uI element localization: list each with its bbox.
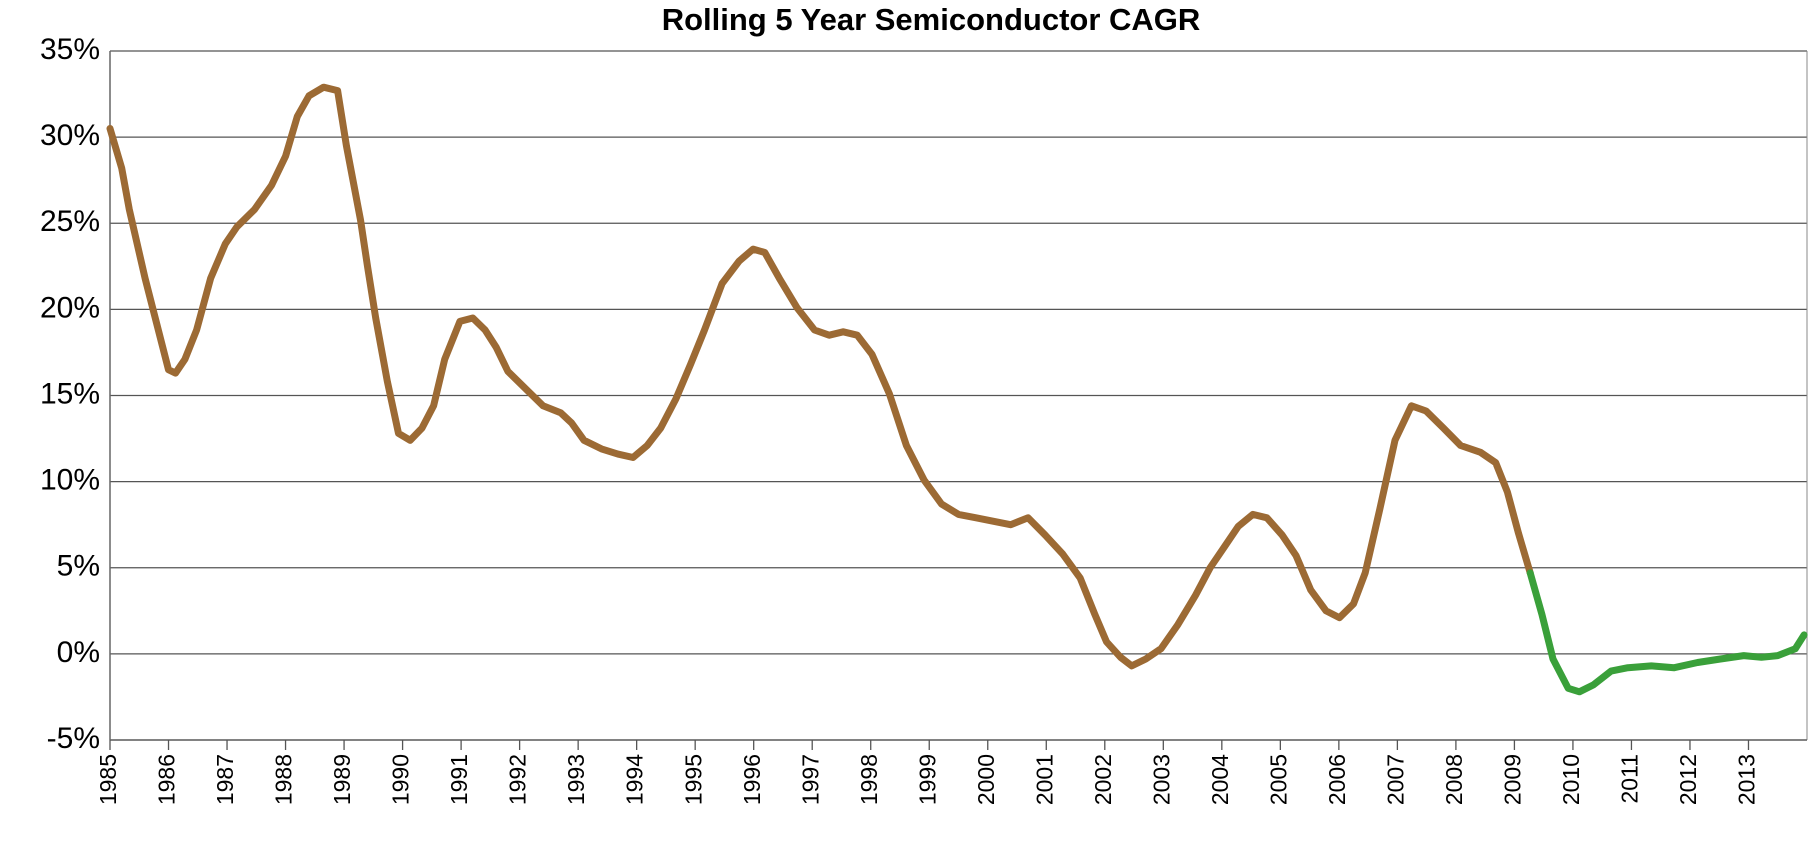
x-tick-label: 1994 — [622, 754, 648, 805]
x-tick-label: 1998 — [856, 754, 882, 805]
x-tick-label: 1993 — [563, 754, 589, 805]
y-tick-label: 0% — [57, 636, 100, 669]
x-tick-label: 2001 — [1031, 754, 1057, 805]
x-tick-label: 2006 — [1324, 754, 1350, 805]
data-line — [1526, 569, 1808, 696]
x-tick-label: 1991 — [446, 754, 472, 805]
x-tick-label: 2003 — [1148, 754, 1174, 805]
y-tick-label: 15% — [40, 377, 100, 410]
x-tick-label: 1988 — [271, 754, 297, 805]
x-tick-label: 2010 — [1558, 754, 1584, 805]
y-tick-label: 20% — [40, 291, 100, 324]
x-tick-label: 2002 — [1090, 754, 1116, 805]
x-tick-label: 1995 — [680, 754, 706, 805]
y-tick-label: 5% — [57, 550, 100, 583]
y-tick-label: 25% — [40, 205, 100, 238]
x-tick-label: 1985 — [95, 754, 121, 805]
x-tick-label: 1996 — [739, 754, 765, 805]
x-tick-label: 1999 — [914, 754, 940, 805]
x-tick-label: 1990 — [388, 754, 414, 805]
x-tick-label: 1987 — [212, 754, 238, 805]
x-tick-label: 2013 — [1734, 754, 1760, 805]
x-tick-label: 2012 — [1675, 754, 1701, 805]
x-tick-label: 1997 — [797, 754, 823, 805]
x-tick-label: 2005 — [1265, 754, 1291, 805]
x-tick-label: 2008 — [1441, 754, 1467, 805]
x-tick-label: 2007 — [1382, 754, 1408, 805]
y-tick-label: 10% — [40, 464, 100, 497]
y-tick-label: 30% — [40, 119, 100, 152]
y-tick-label: -5% — [47, 722, 100, 755]
x-tick-label: 1992 — [505, 754, 531, 805]
y-tick-label: 35% — [40, 33, 100, 66]
x-tick-label: 2009 — [1499, 754, 1525, 805]
data-line — [106, 83, 1534, 670]
x-tick-label: 2004 — [1207, 754, 1233, 805]
x-tick-label: 1986 — [154, 754, 180, 805]
x-tick-label: 1989 — [329, 754, 355, 805]
chart-title: Rolling 5 Year Semiconductor CAGR — [662, 2, 1201, 37]
x-tick-label: 2011 — [1617, 754, 1643, 803]
x-tick-label: 2000 — [973, 754, 999, 805]
